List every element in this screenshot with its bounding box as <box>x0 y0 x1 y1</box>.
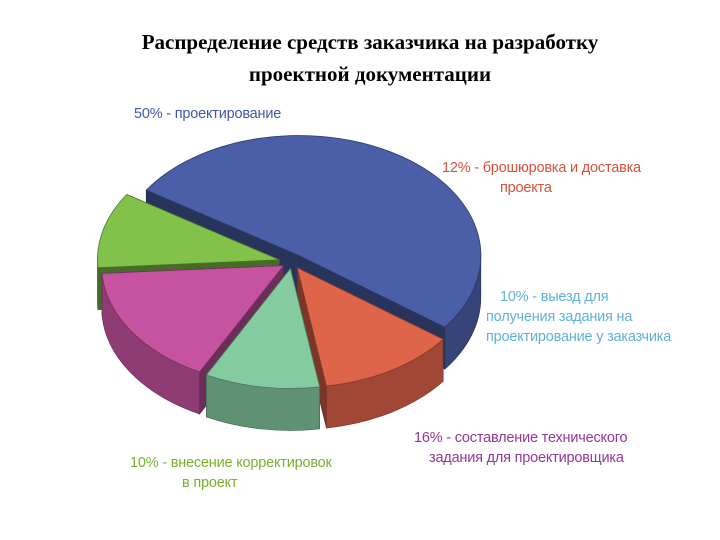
slice-label-site-visit: 10% - выезд для получения задания на про… <box>486 287 671 347</box>
slice-3-top <box>101 265 285 373</box>
slice-label-technical-task: 16% - составление технического задания д… <box>414 428 628 468</box>
slice-label-line: получения задания на <box>486 309 633 325</box>
slice-4-top <box>97 194 280 269</box>
slice-label-line: 10% - выезд для <box>500 289 609 305</box>
slice-2-top <box>205 267 321 389</box>
slice-0-top <box>145 135 482 328</box>
slice-label-line: 16% - составление технического <box>414 430 628 446</box>
slice-label-corrections: 10% - внесение корректировок в проект <box>130 453 332 493</box>
slice-label-design: 50% - проектирование <box>134 104 281 124</box>
slice-label-line: 50% - проектирование <box>134 106 282 122</box>
slice-label-line: 10% - внесение корректировок <box>130 455 332 471</box>
chart-title: Распределение средств заказчика на разра… <box>60 26 680 90</box>
chart-title-line-1: Распределение средств заказчика на разра… <box>141 30 599 54</box>
slice-label-binding-delivery: 12% - брошюровка и доставка проекта <box>442 158 641 198</box>
slice-label-line: проектирование у заказчика <box>486 329 672 345</box>
slice-label-line: 12% - брошюровка и доставка <box>442 160 641 176</box>
slice-label-line: проекта <box>500 180 552 196</box>
chart-title-line-2: проектной документации <box>248 62 492 86</box>
slice-1-top <box>296 266 444 387</box>
slice-label-line: задания для проектировщика <box>429 450 624 466</box>
slice-label-line: в проект <box>182 475 238 491</box>
